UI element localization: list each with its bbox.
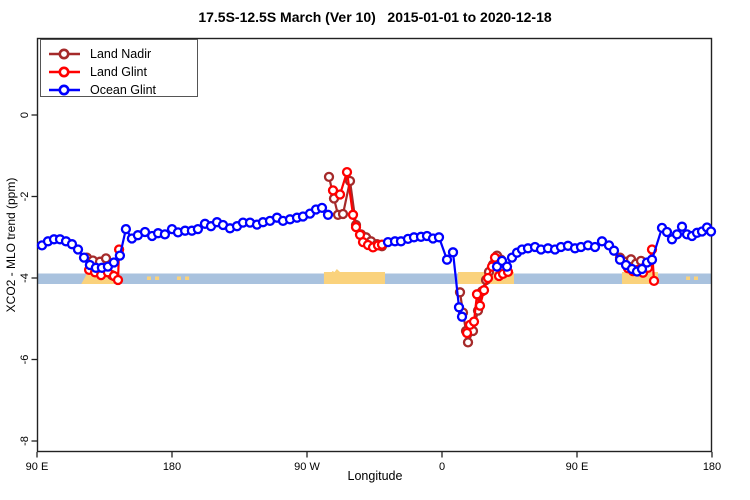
- data-point: [316, 202, 328, 214]
- land-speck: [155, 276, 160, 280]
- data-point: [447, 247, 459, 258]
- legend-label: Land Nadir: [90, 47, 152, 61]
- land-ridge: [326, 269, 345, 284]
- data-point: [453, 302, 465, 313]
- legend-item-land-glint: Land Glint: [41, 63, 197, 81]
- data-point: [636, 263, 648, 275]
- legend-marker: [58, 66, 70, 78]
- series-land-nadir: [81, 171, 652, 348]
- data-point: [334, 189, 346, 200]
- y-tick-label: 0: [19, 112, 31, 118]
- data-point: [648, 275, 660, 287]
- x-tick-label: 180: [703, 461, 721, 473]
- legend-item-ocean-glint: Ocean Glint: [41, 81, 197, 99]
- data-point: [114, 250, 126, 261]
- land-nadir-swatch-icon: [49, 48, 80, 60]
- land-speck: [176, 276, 181, 280]
- land-glint-swatch-icon: [49, 66, 80, 78]
- data-point: [482, 272, 494, 284]
- data-point: [66, 239, 78, 250]
- land-speck: [185, 276, 190, 280]
- data-point: [159, 229, 171, 240]
- legend-label: Ocean Glint: [90, 83, 157, 97]
- data-point: [501, 261, 513, 272]
- data-point: [108, 257, 120, 268]
- x-tick-label: 90 E: [26, 461, 49, 473]
- data-point: [120, 223, 132, 235]
- legend: Land Nadir Land Glint Ocean Glint: [40, 39, 198, 97]
- x-tick-label: 0: [439, 461, 445, 473]
- data-point: [337, 208, 349, 220]
- legend-item-land-nadir: Land Nadir: [41, 45, 197, 63]
- data-point: [589, 241, 601, 253]
- data-point: [72, 244, 84, 255]
- data-point: [441, 254, 453, 265]
- data-point: [608, 245, 620, 256]
- data-point: [646, 254, 658, 265]
- y-tick-label: -6: [19, 355, 31, 365]
- land-speck: [694, 276, 698, 280]
- x-tick-label: 90 W: [294, 461, 320, 473]
- data-point: [347, 209, 359, 220]
- data-point: [614, 254, 626, 265]
- data-point: [456, 311, 468, 322]
- legend-marker: [58, 84, 70, 96]
- data-point: [192, 223, 204, 235]
- legend-marker: [58, 48, 70, 60]
- x-axis-title: Longitude: [347, 469, 403, 483]
- ocean-glint-swatch-icon: [49, 84, 80, 96]
- data-point: [323, 171, 335, 183]
- data-point: [661, 226, 673, 238]
- data-point: [100, 253, 112, 264]
- x-tick-label: 90 E: [566, 461, 589, 473]
- data-point: [341, 166, 353, 178]
- data-point: [468, 316, 480, 327]
- y-tick-label: -4: [19, 273, 31, 283]
- land-speck: [686, 276, 691, 280]
- data-point: [461, 327, 473, 339]
- chart-title: 17.5S-12.5S March (Ver 10) 2015-01-01 to…: [198, 9, 552, 25]
- data-point: [462, 337, 474, 348]
- series-ocean-glint: [36, 202, 717, 322]
- x-tick-label: 180: [163, 461, 181, 473]
- land-speck: [146, 276, 151, 280]
- legend-label: Land Glint: [90, 65, 147, 79]
- data-point: [671, 229, 683, 240]
- land-segment: [503, 272, 514, 284]
- data-point: [433, 232, 445, 243]
- data-point: [112, 274, 124, 286]
- series-land-glint: [83, 166, 660, 339]
- data-point: [474, 300, 486, 311]
- y-tick-label: -2: [19, 192, 31, 202]
- data-point: [705, 226, 717, 237]
- data-point: [676, 221, 688, 232]
- data-point: [350, 221, 362, 233]
- y-tick-label: -8: [19, 436, 31, 446]
- data-point: [478, 285, 490, 296]
- data-point: [322, 209, 334, 220]
- data-point: [78, 252, 90, 263]
